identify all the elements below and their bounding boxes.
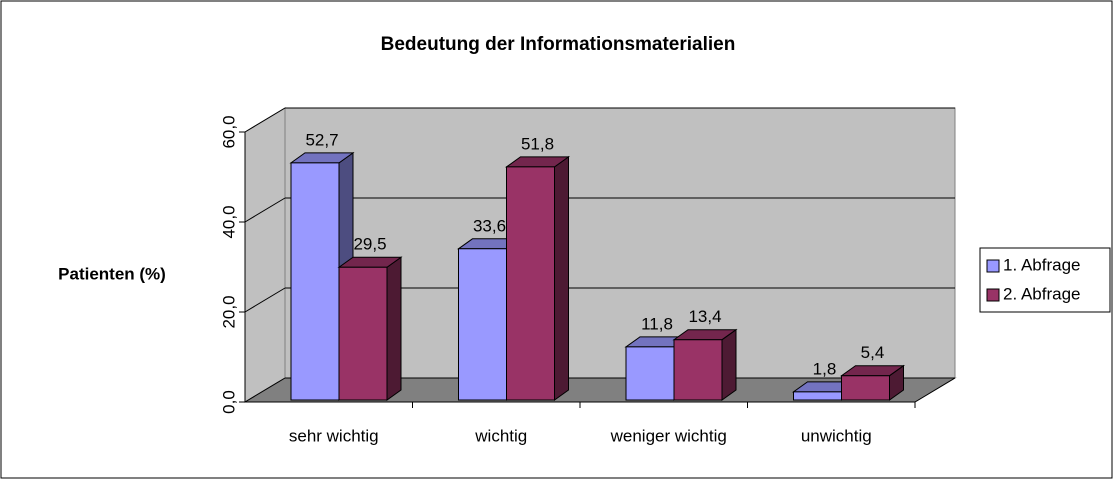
side-wall (244, 107, 286, 403)
grid-line (244, 377, 286, 403)
bar (504, 155, 571, 401)
value-label: 11,8 (641, 314, 673, 333)
y-tick-label: 60,0 (219, 115, 238, 148)
value-label: 52,7 (305, 130, 338, 149)
legend-label: 1. Abfrage (1003, 255, 1081, 274)
bar-side (554, 155, 569, 401)
bar-front (841, 375, 890, 401)
bar (337, 256, 403, 401)
y-axis-label: Patienten (%) (58, 264, 166, 283)
legend-swatch (986, 288, 1000, 302)
bar-side (721, 328, 737, 401)
y-tick-label: 0,0 (219, 390, 238, 414)
bar-front (290, 162, 340, 401)
bar-front (625, 346, 675, 401)
bar-side (386, 256, 402, 401)
y-tick-label: 40,0 (219, 205, 238, 238)
value-label: 13,4 (688, 307, 721, 326)
bar (839, 364, 906, 401)
grid-line (244, 197, 286, 223)
grid-line (244, 287, 286, 313)
bar-front (506, 166, 555, 401)
legend (979, 247, 1111, 313)
x-tick-label: weniger wichtig (610, 426, 727, 445)
x-tick-label: sehr wichtig (289, 426, 379, 445)
value-label: 51,8 (521, 134, 554, 153)
grid-line (244, 107, 286, 133)
x-axis-depth (914, 377, 956, 403)
value-label: 1,8 (813, 359, 837, 378)
value-label: 5,4 (861, 343, 885, 362)
chart-title: Bedeutung der Informationsmaterialien (381, 34, 736, 55)
legend-label: 2. Abfrage (1003, 284, 1081, 303)
value-label: 33,6 (473, 216, 506, 235)
bar-front (673, 339, 723, 401)
x-tick-label: unwichtig (801, 426, 872, 445)
x-tick-label: wichtig (474, 426, 527, 445)
legend-swatch (986, 259, 1000, 273)
bar-front (458, 248, 507, 401)
bar-front (793, 391, 842, 401)
y-tick-label: 20,0 (219, 295, 238, 328)
value-label: 29,5 (353, 235, 386, 254)
bar (672, 328, 738, 401)
bar-front (338, 266, 388, 401)
